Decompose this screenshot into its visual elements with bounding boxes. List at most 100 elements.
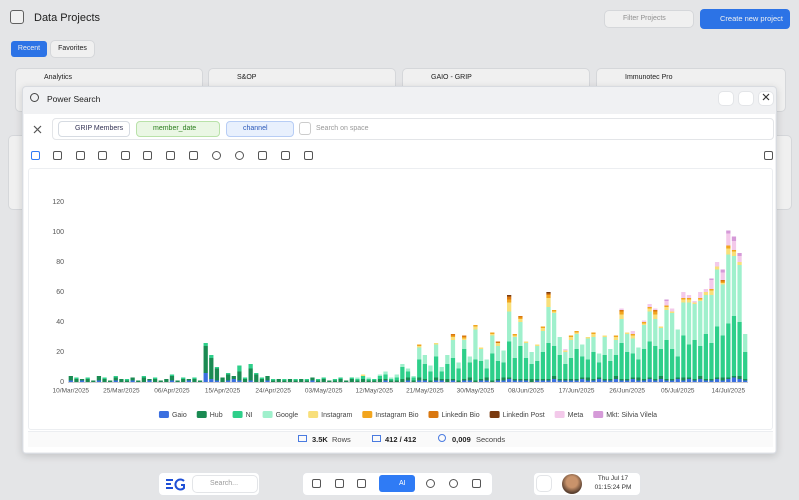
bar-segment	[580, 377, 585, 379]
bar-segment	[495, 346, 501, 361]
tool-icon[interactable]	[189, 151, 198, 160]
dock-icon[interactable]	[312, 479, 321, 488]
tool-icon[interactable]	[53, 151, 62, 160]
bar-segment	[608, 361, 613, 379]
dock-icon[interactable]	[335, 479, 344, 488]
bar-segment	[675, 377, 680, 379]
bar-segment	[608, 349, 613, 361]
bar-segment	[152, 379, 158, 382]
bar-segment	[574, 380, 579, 382]
bar-segment	[714, 266, 720, 270]
modal-button[interactable]	[718, 91, 734, 106]
dock-icon[interactable]	[449, 479, 458, 488]
bar-segment	[641, 323, 647, 325]
bar-segment	[462, 379, 467, 381]
bar-segment	[141, 376, 147, 378]
modal-button[interactable]	[738, 91, 754, 106]
dock-icon[interactable]	[357, 479, 366, 488]
create-button[interactable]: Create new project	[700, 9, 790, 29]
filter-input[interactable]: Filter Projects	[604, 10, 694, 28]
ai-button[interactable]: AI	[379, 475, 415, 492]
tool-icon[interactable]	[143, 151, 152, 160]
bar-segment	[596, 362, 602, 378]
bar-segment	[113, 380, 118, 382]
bar-segment	[518, 379, 523, 381]
chart: 0 20 40 60 80 100 120 10/Mar/2025 25/Mar/2025 06/…	[52, 199, 748, 419]
dock-icon[interactable]	[472, 479, 481, 488]
dock-icon[interactable]	[426, 479, 435, 488]
bar-segment	[731, 376, 737, 378]
tool-icon[interactable]	[281, 151, 290, 160]
tool-icon[interactable]	[235, 151, 244, 160]
x-tick-label: 05/Jul/2025	[661, 388, 695, 395]
bar-segment	[355, 377, 360, 379]
bar-segment	[338, 379, 343, 382]
bar-segment	[647, 341, 652, 378]
y-tick-label: 100	[52, 229, 64, 236]
legend-swatch	[196, 411, 207, 418]
tool-icon[interactable]	[258, 151, 267, 160]
bar-segment	[462, 349, 467, 379]
bar-segment	[714, 326, 720, 378]
chip[interactable]: member_date	[136, 121, 220, 137]
bar-segment	[720, 335, 725, 378]
bar-segment	[613, 379, 619, 382]
bar-segment	[703, 379, 708, 381]
bar-segment	[405, 377, 411, 381]
bar-segment	[400, 367, 405, 379]
bar-segment	[242, 379, 248, 382]
bar-segment	[692, 380, 697, 382]
bar-segment	[574, 379, 579, 381]
bar-segment	[186, 379, 191, 381]
rows-icon	[298, 435, 307, 442]
bar-segment	[585, 338, 590, 360]
bar-segment	[613, 355, 619, 376]
bar-segment	[602, 355, 607, 379]
chip[interactable]: GRIP Members	[58, 121, 130, 137]
tool-icon[interactable]	[76, 151, 85, 160]
bar-segment	[79, 379, 85, 381]
bar-segment	[428, 371, 433, 381]
bar-segment	[619, 314, 624, 319]
tool-icon[interactable]	[166, 151, 175, 160]
bar-segment	[602, 335, 607, 337]
chip[interactable]: channel	[226, 121, 294, 137]
bar-segment	[692, 304, 697, 340]
bar-segment	[389, 380, 394, 382]
avatar[interactable]	[562, 474, 582, 494]
save-icon[interactable]	[764, 151, 773, 160]
clear-icon[interactable]	[33, 125, 42, 134]
chat-button[interactable]	[536, 475, 552, 492]
bar-segment	[214, 380, 220, 382]
bar-segment	[254, 373, 259, 375]
bar-segment	[647, 304, 652, 307]
bar-segment	[231, 376, 236, 379]
bar-segment	[647, 379, 652, 382]
tool-icon[interactable]	[31, 151, 40, 160]
tool-icon[interactable]	[212, 151, 221, 160]
bar-segment	[568, 358, 574, 379]
bar-segment	[473, 359, 478, 381]
tool-icon[interactable]	[304, 151, 313, 160]
tool-icon[interactable]	[121, 151, 130, 160]
bar-segment	[619, 343, 624, 379]
tab[interactable]: Recent	[11, 41, 47, 57]
dock-search[interactable]: Search...	[192, 475, 258, 493]
add-button[interactable]	[299, 122, 311, 135]
bar-segment	[580, 344, 585, 357]
bar-segment	[181, 377, 186, 379]
bar-segment	[186, 380, 191, 382]
legend-label: Meta	[568, 412, 584, 419]
bar-segment	[636, 377, 641, 381]
bar-segment	[226, 380, 231, 382]
bar-segment	[737, 253, 742, 256]
bar-segment	[467, 380, 472, 382]
tab[interactable]: Favorites	[50, 40, 95, 58]
close-button[interactable]	[758, 91, 774, 106]
tool-icon[interactable]	[98, 151, 107, 160]
bar-segment	[714, 269, 720, 327]
bar-segment	[698, 298, 703, 300]
bar-segment	[608, 380, 613, 382]
bar-segment	[450, 340, 456, 358]
bar-segment	[523, 379, 529, 381]
